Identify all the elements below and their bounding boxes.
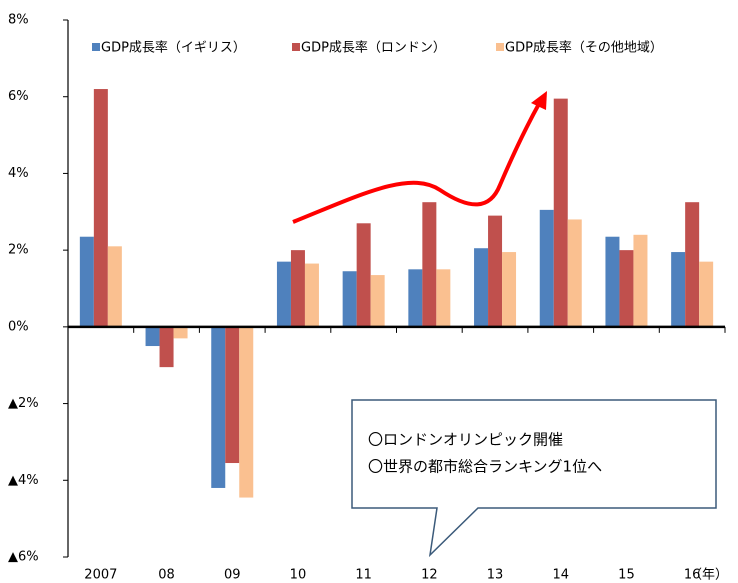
bar xyxy=(107,246,122,327)
legend-label: GDP成長率（ロンドン） xyxy=(301,40,446,56)
bar xyxy=(539,209,554,327)
x-tick-label: 13 xyxy=(487,568,504,583)
bar xyxy=(619,250,634,327)
bar xyxy=(173,326,188,339)
bar xyxy=(276,261,291,327)
legend-label: GDP成長率（イギリス） xyxy=(101,40,246,56)
bar xyxy=(436,269,451,327)
bar xyxy=(145,326,160,347)
bar xyxy=(370,275,385,327)
bar xyxy=(408,269,423,327)
bar xyxy=(474,248,489,327)
x-tick-label: 15 xyxy=(618,568,635,583)
bar xyxy=(671,252,686,327)
annotation: 〇ロンドンオリンピック開催 xyxy=(368,431,563,449)
bar xyxy=(422,202,437,327)
bar xyxy=(304,263,319,327)
x-tick-label: 2007 xyxy=(84,568,117,583)
arrow-head xyxy=(531,91,547,110)
x-tick-label: 09 xyxy=(224,568,241,583)
bar xyxy=(342,271,357,327)
y-tick-label: 2% xyxy=(8,243,29,258)
bar xyxy=(605,236,620,327)
y-tick-label: 6% xyxy=(8,89,29,104)
bar xyxy=(502,252,517,327)
annotation: 〇世界の都市総合ランキング1位へ xyxy=(368,458,602,476)
bar xyxy=(159,326,174,368)
x-tick-label: 16 xyxy=(684,568,701,583)
bar xyxy=(225,326,240,464)
trend-arrow xyxy=(292,101,542,224)
bar xyxy=(79,236,94,327)
x-tick-label: 11 xyxy=(355,568,372,583)
bar xyxy=(699,261,714,327)
y-tick-label: 8% xyxy=(8,13,29,28)
legend-label: GDP成長率（その他地域） xyxy=(505,40,663,56)
bar xyxy=(685,202,700,327)
legend-swatch xyxy=(92,43,100,51)
bar xyxy=(211,326,226,488)
y-tick-label: ▲2% xyxy=(8,396,39,411)
x-tick-label: 14 xyxy=(552,568,569,583)
bar xyxy=(488,215,503,327)
bar xyxy=(356,223,371,327)
x-tick-label: 10 xyxy=(290,568,307,583)
x-axis-label: （年） xyxy=(689,568,728,583)
y-tick-label: ▲4% xyxy=(8,473,39,488)
x-tick-label: 12 xyxy=(421,568,438,583)
bar xyxy=(239,326,254,498)
y-tick-label: 0% xyxy=(8,319,29,334)
bar xyxy=(553,98,568,327)
callout-box xyxy=(351,399,717,558)
x-tick-label: 08 xyxy=(158,568,175,583)
legend-swatch xyxy=(496,43,504,51)
bar xyxy=(633,234,648,327)
bar xyxy=(93,89,108,327)
bar xyxy=(567,219,582,327)
bar xyxy=(290,250,305,327)
y-tick-label: 4% xyxy=(8,166,29,181)
legend-swatch xyxy=(292,43,300,51)
y-tick-label: ▲6% xyxy=(8,550,39,565)
